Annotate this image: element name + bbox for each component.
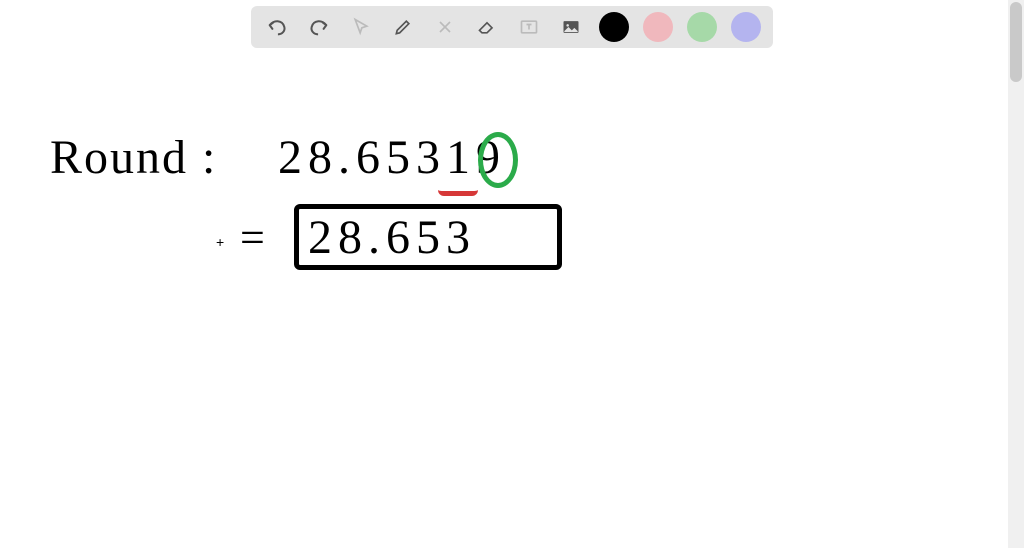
color-green[interactable] — [687, 12, 717, 42]
vertical-scrollbar-track[interactable] — [1008, 0, 1024, 548]
color-purple[interactable] — [731, 12, 761, 42]
eraser-icon[interactable] — [473, 13, 501, 41]
answer-box-outline — [294, 204, 562, 270]
tools-icon[interactable] — [431, 13, 459, 41]
digit-circle-mark — [478, 132, 518, 188]
color-black[interactable] — [599, 12, 629, 42]
vertical-scrollbar-thumb[interactable] — [1010, 2, 1022, 82]
whiteboard-canvas[interactable]: Round : 28.65319 + = 28.653 — [0, 52, 1008, 548]
round-label-text: Round : — [50, 130, 217, 185]
drawing-toolbar — [251, 6, 773, 48]
small-plus-mark: + — [216, 234, 224, 250]
text-box-icon[interactable] — [515, 13, 543, 41]
color-pink[interactable] — [643, 12, 673, 42]
pointer-icon[interactable] — [347, 13, 375, 41]
pencil-icon[interactable] — [389, 13, 417, 41]
round-number-text: 28.65319 — [278, 130, 506, 185]
digit-underline-mark — [438, 188, 478, 196]
redo-icon[interactable] — [305, 13, 333, 41]
image-icon[interactable] — [557, 13, 585, 41]
equals-sign-text: = — [240, 212, 265, 263]
undo-icon[interactable] — [263, 13, 291, 41]
